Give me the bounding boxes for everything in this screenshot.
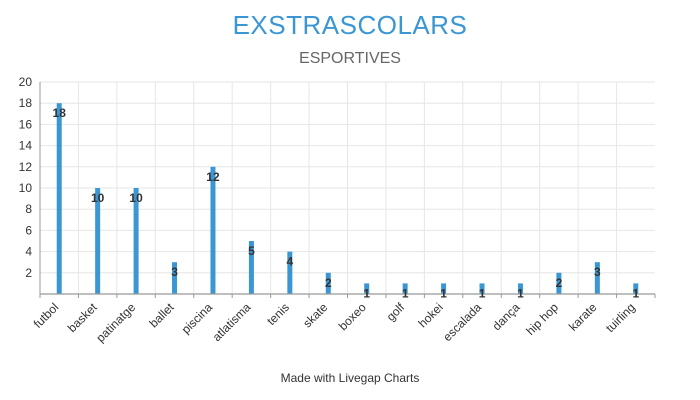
- bar-ballet: [172, 262, 178, 294]
- y-tick-label: 18: [19, 96, 33, 110]
- y-tick-label: 14: [19, 139, 33, 153]
- x-tick-label: hip hop: [523, 300, 561, 338]
- data-label: 1: [632, 286, 639, 300]
- x-tick-label: golf: [384, 300, 408, 324]
- y-tick-label: 4: [25, 245, 32, 259]
- bar-patinatge: [133, 188, 139, 294]
- x-tick-label: karate: [566, 300, 600, 334]
- y-tick-label: 12: [19, 160, 33, 174]
- x-tick-label: piscina: [179, 300, 216, 337]
- x-tick-label: skate: [300, 300, 330, 330]
- bar-atlatisma: [248, 241, 254, 294]
- bar-karate: [594, 262, 600, 294]
- bar-golf: [402, 283, 408, 294]
- y-axis-ticks: 2 4 6 8 10 12 14 16 18 20: [19, 75, 33, 280]
- axes: [39, 82, 656, 298]
- bar-hip-hop: [556, 272, 562, 294]
- data-label: 1: [363, 286, 370, 300]
- data-label: 10: [129, 191, 143, 205]
- chart-subtitle: ESPORTIVES: [299, 50, 401, 67]
- x-tick-label: patinatge: [93, 300, 138, 345]
- x-tick-label: basket: [65, 300, 100, 335]
- y-tick-label: 6: [25, 223, 32, 237]
- y-tick-label: 8: [25, 202, 32, 216]
- bar-skate: [325, 272, 331, 294]
- y-tick-label: 20: [19, 75, 33, 89]
- bar-futbol: [56, 103, 62, 294]
- data-label: 18: [53, 106, 67, 120]
- x-tick-label: atlatisma: [210, 300, 254, 344]
- y-tick-label: 10: [19, 181, 33, 195]
- data-label: 4: [287, 255, 294, 269]
- x-tick-label: hokei: [416, 300, 446, 330]
- data-label: 1: [402, 286, 409, 300]
- data-label: 5: [248, 244, 255, 258]
- y-tick-label: 2: [25, 266, 32, 280]
- bar-dança: [517, 283, 523, 294]
- data-label: 3: [171, 265, 178, 279]
- bar-basket: [95, 188, 101, 294]
- bar-tuirling: [633, 283, 639, 294]
- data-label: 12: [206, 170, 220, 184]
- footer-credit: Made with Livegap Charts: [280, 371, 420, 385]
- chart-title: EXSTRASCOLARS: [232, 10, 468, 40]
- x-tick-label: futbol: [31, 300, 62, 331]
- grid-lines: [40, 81, 655, 294]
- data-label: 1: [440, 286, 447, 300]
- y-tick-label: 16: [19, 117, 33, 131]
- x-tick-label: tuirling: [603, 300, 638, 335]
- data-label: 1: [517, 286, 524, 300]
- x-tick-label: dança: [490, 300, 523, 333]
- bar-hokei: [441, 283, 447, 294]
- x-tick-label: ballet: [146, 300, 177, 331]
- bars: [56, 103, 639, 294]
- x-tick-label: tenis: [264, 300, 292, 328]
- bar-boxeo: [364, 283, 370, 294]
- data-label: 10: [91, 191, 105, 205]
- data-label: 2: [325, 276, 332, 290]
- x-tick-label: escalada: [440, 300, 484, 344]
- x-tick-label: boxeo: [336, 300, 369, 333]
- data-label: 3: [594, 265, 601, 279]
- data-label: 2: [556, 276, 563, 290]
- bar-escalada: [479, 283, 485, 294]
- bar-piscina: [210, 166, 216, 294]
- data-label: 1: [479, 286, 486, 300]
- bar-tenis: [287, 251, 293, 294]
